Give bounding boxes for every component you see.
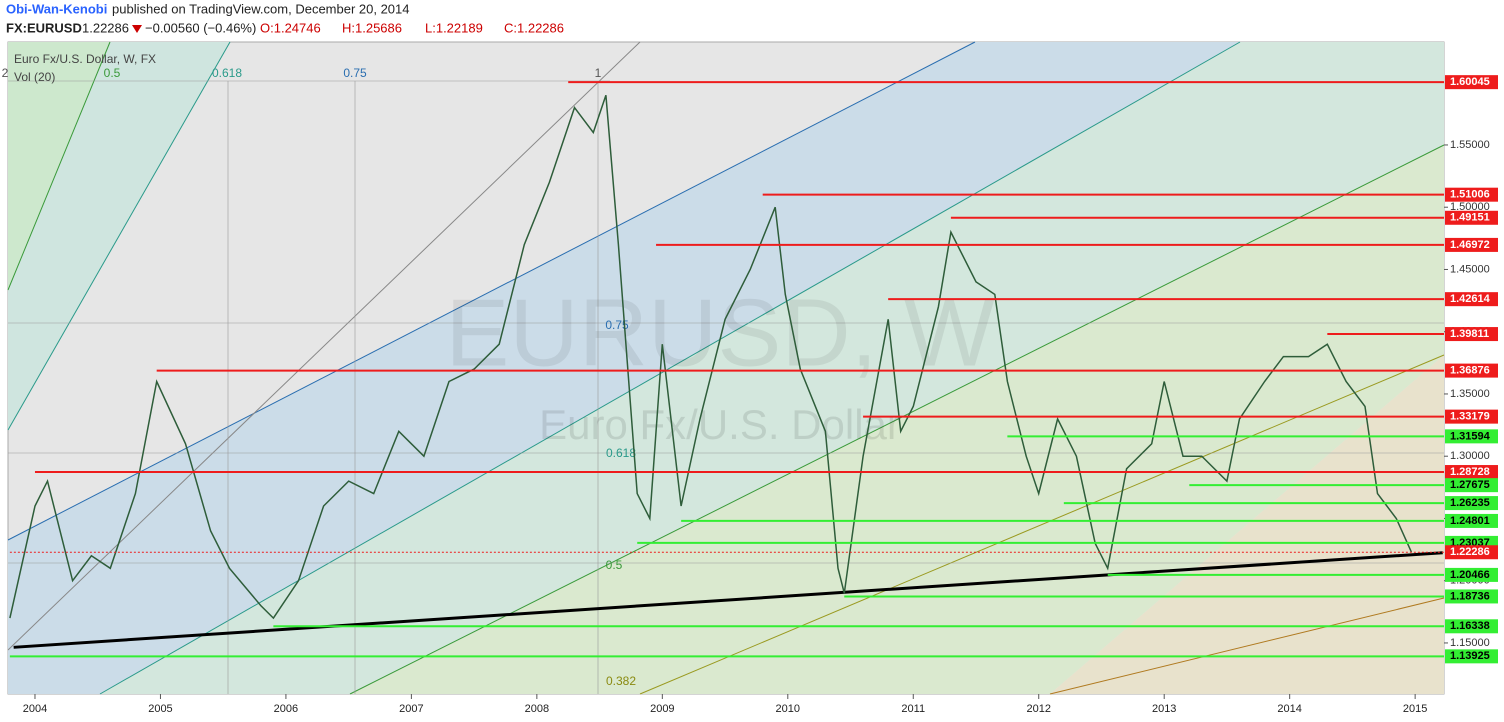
- watermark: EURUSD, W: [445, 279, 995, 386]
- level-label: 1.39811: [1450, 328, 1489, 340]
- fan-label: 0.618: [212, 66, 242, 80]
- level-tag: [1445, 363, 1498, 378]
- level-tag: [1445, 210, 1498, 225]
- x-tick-label: 2015: [1403, 703, 1427, 715]
- level-label: 1.16338: [1450, 620, 1490, 632]
- level-label: 1.18736: [1450, 590, 1490, 602]
- published: published on TradingView.com, December 2…: [112, 1, 410, 16]
- fan-line: [7, 41, 641, 651]
- level-tag: [1445, 545, 1498, 560]
- fan-label: 0.75: [605, 318, 629, 332]
- level-label: 1.60045: [1450, 76, 1490, 88]
- level-tag: [1445, 513, 1498, 528]
- down-arrow: [132, 25, 142, 33]
- fan-label: 2: [2, 66, 9, 80]
- x-tick-label: 2010: [776, 703, 800, 715]
- fan-line: [1049, 597, 1445, 695]
- level-tag: [1445, 292, 1498, 307]
- x-tick-label: 2007: [399, 703, 423, 715]
- level-label: 1.49151: [1450, 212, 1490, 224]
- level-label: 1.51006: [1450, 189, 1490, 201]
- level-label: 1.24801: [1450, 515, 1490, 527]
- fan-band: [100, 42, 1444, 694]
- level-label: 1.28728: [1450, 466, 1490, 478]
- level-tag: [1445, 465, 1498, 480]
- y-tick-label: 1.15000: [1450, 637, 1490, 649]
- level-label: 1.26235: [1450, 497, 1490, 509]
- symbol: FX:EURUSD: [6, 20, 82, 35]
- level-tag: [1445, 429, 1498, 444]
- x-tick-label: 2014: [1277, 703, 1301, 715]
- level-label: 1.27675: [1450, 479, 1490, 491]
- x-tick-label: 2006: [274, 703, 298, 715]
- watermark-sub: Euro Fx/U.S. Dollar: [539, 401, 901, 448]
- y-tick-label: 1.30000: [1450, 450, 1490, 462]
- y-tick-label: 1.35000: [1450, 388, 1490, 400]
- x-tick-label: 2004: [23, 703, 47, 715]
- ohlc: C:1.22286: [504, 20, 564, 35]
- x-tick-label: 2008: [525, 703, 549, 715]
- x-tick-label: 2011: [901, 703, 925, 715]
- fan-line: [349, 144, 1445, 695]
- fan-line: [7, 41, 976, 541]
- fan-line: [639, 354, 1445, 695]
- author: Obi-Wan-Kenobi: [6, 1, 107, 16]
- fan-band: [1050, 355, 1444, 694]
- level-tag: [1445, 75, 1498, 90]
- fan-label: 0.618: [606, 446, 636, 460]
- y-tick-label: 1.50000: [1450, 201, 1490, 213]
- fan-band: [8, 42, 1240, 694]
- level-tag: [1445, 187, 1498, 202]
- level-label: 1.42614: [1450, 293, 1491, 305]
- last-price: 1.22286: [82, 20, 129, 35]
- level-tag: [1445, 327, 1498, 342]
- level-label: 1.20466: [1450, 569, 1490, 581]
- fan-label: 0.5: [104, 66, 121, 80]
- x-tick-label: 2013: [1152, 703, 1176, 715]
- level-tag: [1445, 649, 1498, 664]
- level-label: 1.46972: [1450, 239, 1490, 251]
- level-tag: [1445, 237, 1498, 252]
- level-tag: [1445, 496, 1498, 511]
- fan-line: [99, 41, 1241, 695]
- x-tick-label: 2005: [148, 703, 172, 715]
- change: −0.00560 (−0.46%): [145, 20, 256, 35]
- level-label: 1.33179: [1450, 411, 1490, 423]
- x-tick-label: 2012: [1026, 703, 1050, 715]
- level-tag: [1445, 478, 1498, 493]
- level-tag: [1445, 619, 1498, 634]
- fan-label: 0.5: [606, 558, 623, 572]
- ohlc: O:1.24746: [260, 20, 321, 35]
- fan-line: [7, 41, 231, 431]
- level-label: 1.36876: [1450, 365, 1490, 377]
- legend: Euro Fx/U.S. Dollar, W, FX: [14, 52, 156, 66]
- level-label: 1.22286: [1450, 546, 1490, 558]
- fan-label: 0.75: [343, 66, 367, 80]
- fan-label: 0.382: [606, 674, 636, 688]
- price-line: [9, 94, 1413, 620]
- indicator: Vol (20): [14, 70, 55, 84]
- y-tick-label: 1.45000: [1450, 263, 1490, 275]
- level-tag: [1445, 567, 1498, 582]
- y-tick-label: 1.55000: [1450, 139, 1490, 151]
- level-tag: [1445, 589, 1498, 604]
- x-tick-label: 2009: [650, 703, 674, 715]
- ohlc: H:1.25686: [342, 20, 402, 35]
- fan-line: [7, 41, 111, 291]
- level-label: 1.31594: [1450, 430, 1491, 442]
- level-tag: [1445, 409, 1498, 424]
- trendline: [13, 551, 1443, 649]
- level-label: 1.13925: [1450, 650, 1490, 662]
- ohlc: L:1.22189: [425, 20, 483, 35]
- fan-label: 1: [595, 66, 602, 80]
